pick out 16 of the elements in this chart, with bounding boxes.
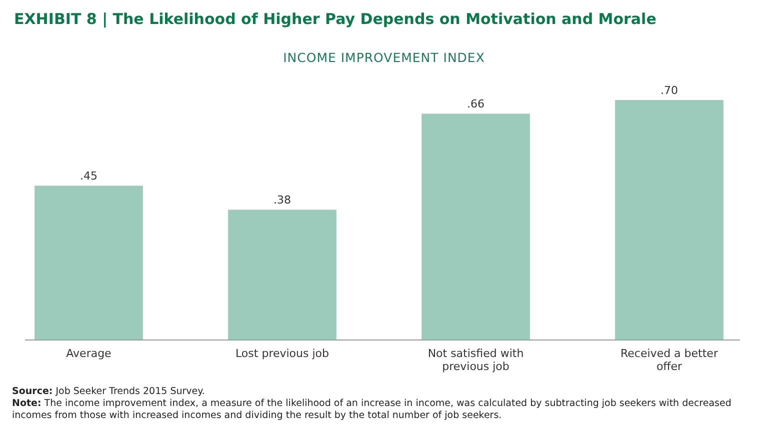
- bar: [34, 186, 143, 340]
- chart-subtitle: INCOME IMPROVEMENT INDEX: [283, 50, 485, 65]
- bar: [228, 210, 336, 340]
- data-label: .70: [660, 84, 678, 97]
- x-tick-label: Received a better offer: [620, 347, 718, 373]
- x-tick-label: Not satisfied with previous job: [428, 347, 524, 373]
- bar: [422, 114, 530, 340]
- text: Note: The income improvement index, a measure of the likelihood of an increase in income, was calculated by subtracting job seekers with decreased incomes from those with increased incomes and dividing the result by the total number of job seekers.: [12, 398, 732, 421]
- data-label: .45: [80, 170, 98, 183]
- data-label: .66: [467, 98, 484, 111]
- x-tick-label: Average: [66, 347, 112, 360]
- source-note: Source: Job Seeker Trends 2015 Survey.: [12, 386, 205, 397]
- x-tick-label: Lost previous job: [236, 347, 330, 360]
- bar: [615, 100, 724, 340]
- chart-title: EXHIBIT 8 | The Likelihood of Higher Pay Depends on Motivation and Morale: [14, 10, 656, 28]
- data-label: .38: [274, 194, 291, 207]
